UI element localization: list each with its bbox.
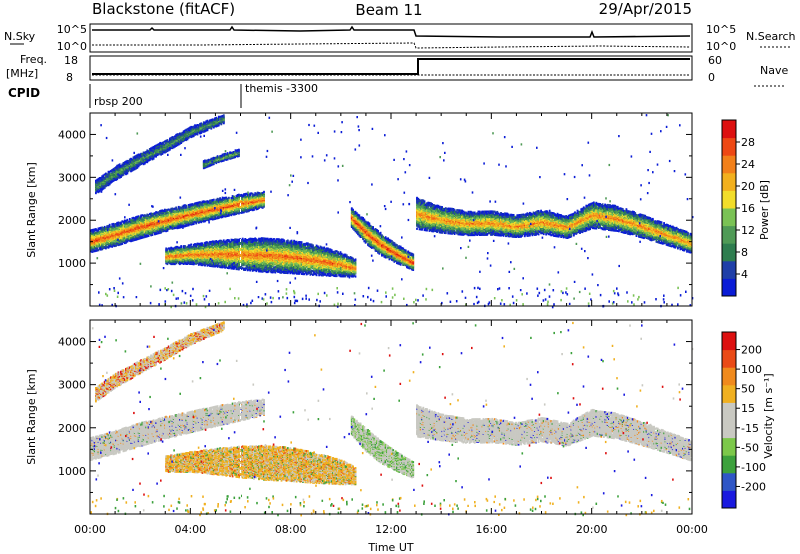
cpid-segment-1: themis -3300 — [245, 82, 318, 95]
nave-tick-low: 0 — [708, 71, 715, 84]
freq-tick-low: 8 — [66, 71, 73, 84]
freq-label-line2: [MHz] — [6, 67, 38, 80]
noise-right-tick-low: 10^0 — [706, 40, 736, 53]
radar-summary-plot: Blackstone (fitACF) Beam 11 29/Apr/2015 … — [0, 0, 800, 554]
noise-panel-frame — [90, 24, 692, 52]
freq-trace — [92, 59, 690, 74]
cpid-segment-0: rbsp 200 — [94, 95, 143, 108]
station-title: Blackstone (fitACF) — [92, 0, 235, 18]
nave-tick-high: 60 — [708, 54, 722, 67]
noise-sky-trace — [92, 27, 690, 37]
data-cell — [109, 224, 111, 226]
date-title: 29/Apr/2015 — [599, 0, 692, 18]
freq-tick-high: 18 — [64, 54, 78, 67]
noise-search-trace — [92, 43, 690, 48]
beam-title: Beam 11 — [355, 1, 422, 19]
nave-label: Nave — [760, 64, 788, 77]
noise-left-label: N.Sky — [4, 30, 36, 43]
cpid-label: CPID — [8, 86, 40, 100]
noise-left-tick-low: 10^0 — [57, 40, 87, 53]
data-cell — [126, 219, 128, 221]
noise-right-tick-high: 10^5 — [706, 23, 736, 36]
noise-right-label: N.Search — [746, 30, 796, 43]
noise-left-tick-high: 10^5 — [57, 23, 87, 36]
freq-label-line1: Freq. — [20, 53, 47, 66]
data-cell — [121, 243, 123, 245]
